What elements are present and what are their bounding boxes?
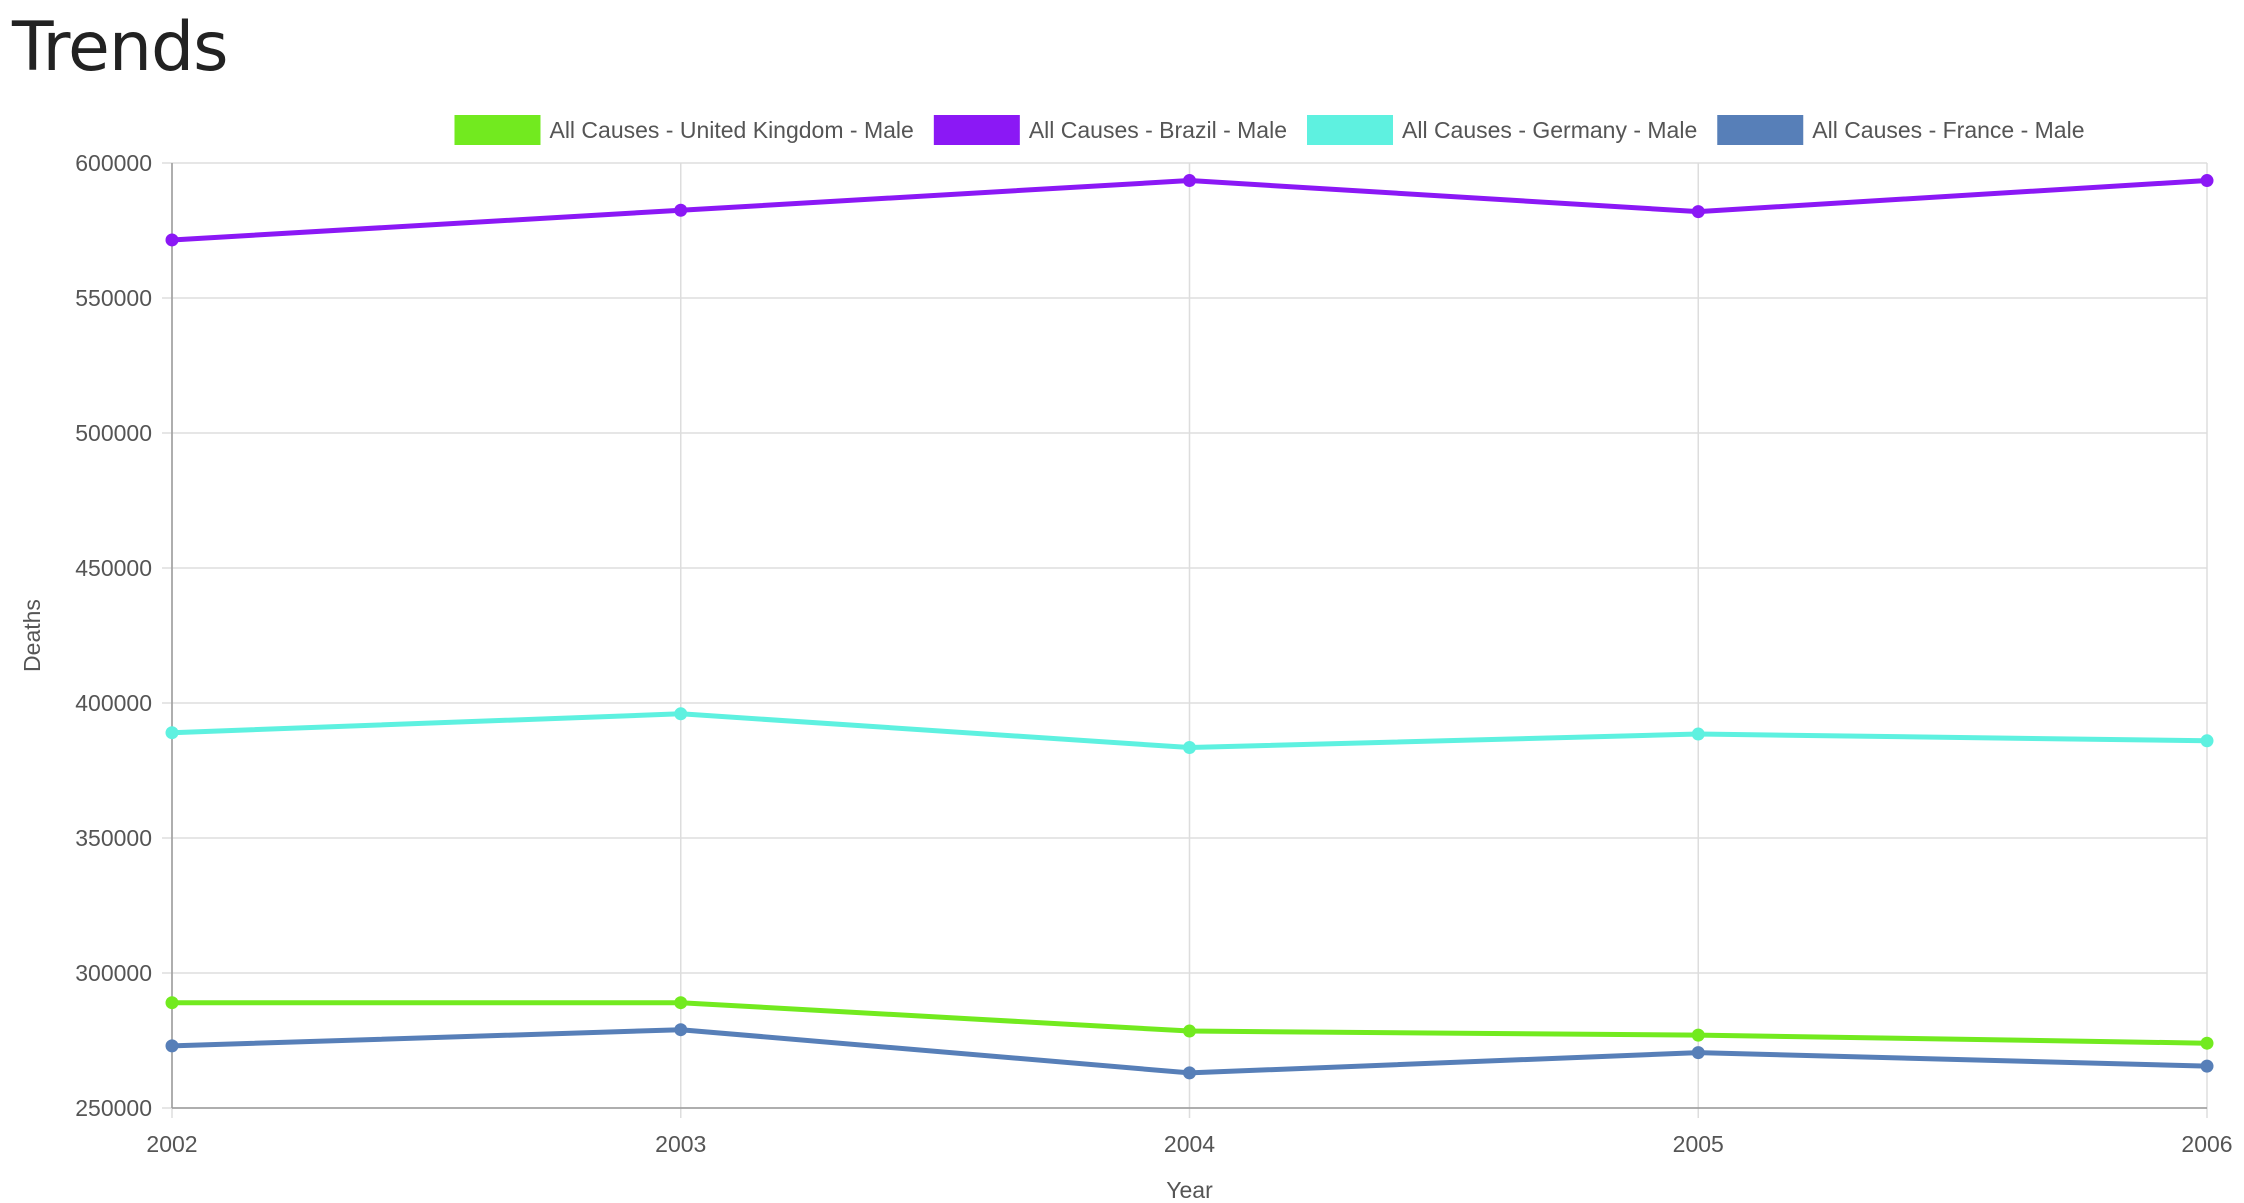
y-tick-label: 250000 <box>75 1095 152 1121</box>
legend-swatch <box>1307 115 1394 145</box>
data-point[interactable] <box>1691 727 1705 741</box>
data-point[interactable] <box>1691 205 1705 219</box>
y-tick-label: 600000 <box>75 150 152 176</box>
y-axis-title: Deaths <box>19 599 45 672</box>
x-tick-label: 2004 <box>1164 1131 1215 1157</box>
data-point[interactable] <box>674 203 688 217</box>
legend-item[interactable]: All Causes - France - Male <box>1717 115 2085 145</box>
series-2 <box>165 174 2214 247</box>
data-point[interactable] <box>2200 1036 2214 1050</box>
data-point[interactable] <box>1691 1046 1705 1060</box>
data-point[interactable] <box>165 726 179 740</box>
data-point[interactable] <box>2200 734 2214 748</box>
legend-swatch <box>1717 115 1804 145</box>
data-point[interactable] <box>1183 1066 1196 1080</box>
data-point[interactable] <box>2200 1059 2214 1073</box>
legend-item[interactable]: All Causes - Brazil - Male <box>933 115 1287 145</box>
data-point[interactable] <box>674 707 688 721</box>
legend-label: All Causes - France - Male <box>1812 117 2084 143</box>
data-point[interactable] <box>1183 174 1196 188</box>
legend-label: All Causes - United Kingdom - Male <box>549 117 913 143</box>
x-tick-label: 2005 <box>1673 1131 1724 1157</box>
data-point[interactable] <box>165 996 179 1010</box>
series-4 <box>165 1023 2214 1080</box>
y-tick-label: 550000 <box>75 285 152 311</box>
page-title: Trends <box>12 8 229 87</box>
data-point[interactable] <box>674 1023 688 1037</box>
x-tick-label: 2003 <box>655 1131 706 1157</box>
axes: 250000 300000 350000 400000 450000 500000 5500… <box>75 150 2232 1157</box>
grid-lines <box>162 162 2208 1118</box>
data-point[interactable] <box>674 996 688 1010</box>
data-point[interactable] <box>1183 741 1196 755</box>
x-axis-title: Year <box>1166 1177 1213 1203</box>
x-tick-label: 2006 <box>2181 1131 2232 1157</box>
y-tick-label: 450000 <box>75 555 152 581</box>
series-lines <box>165 174 2214 1080</box>
y-tick-label: 500000 <box>75 420 152 446</box>
y-tick-label: 400000 <box>75 690 152 716</box>
legend-item[interactable]: All Causes - Germany - Male <box>1307 115 1697 145</box>
legend-swatch <box>933 115 1020 145</box>
legend-item[interactable]: All Causes - United Kingdom - Male <box>454 115 914 145</box>
y-tick-label: 300000 <box>75 960 152 986</box>
data-point[interactable] <box>1691 1028 1705 1042</box>
data-point[interactable] <box>2200 174 2214 188</box>
series-3 <box>165 707 2214 755</box>
legend-label: All Causes - Brazil - Male <box>1029 117 1287 143</box>
legend-swatch <box>454 115 541 145</box>
legend-label: All Causes - Germany - Male <box>1402 117 1697 143</box>
data-point[interactable] <box>165 233 179 247</box>
x-tick-label: 2002 <box>146 1131 197 1157</box>
data-point[interactable] <box>1183 1024 1196 1038</box>
legend[interactable]: All Causes - United Kingdom - Male All Ca… <box>454 115 2085 145</box>
series-1 <box>165 996 2214 1050</box>
y-tick-label: 350000 <box>75 825 152 851</box>
data-point[interactable] <box>165 1039 179 1053</box>
